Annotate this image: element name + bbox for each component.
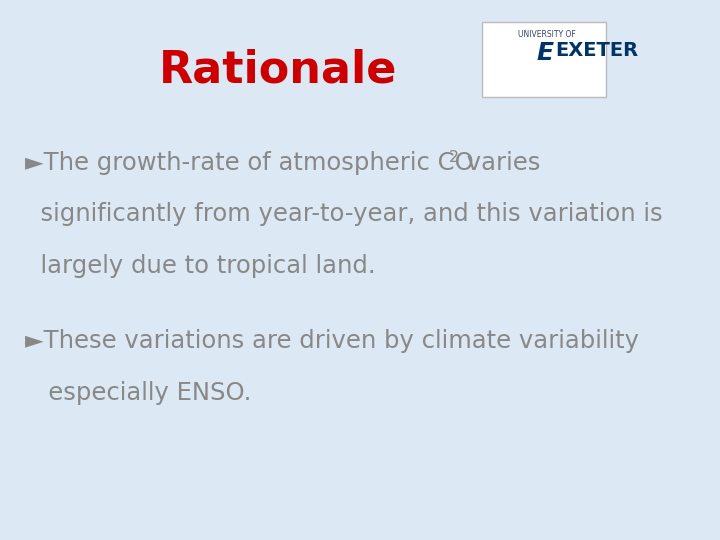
Text: largely due to tropical land.: largely due to tropical land. [24, 254, 375, 278]
Text: EXETER: EXETER [555, 40, 638, 59]
Text: E: E [536, 40, 554, 64]
Text: ►These variations are driven by climate variability: ►These variations are driven by climate … [24, 329, 639, 353]
Text: ►The growth-rate of atmospheric CO: ►The growth-rate of atmospheric CO [24, 151, 474, 175]
Text: especially ENSO.: especially ENSO. [24, 381, 251, 404]
Text: Rationale: Rationale [159, 49, 397, 92]
Text: varies: varies [459, 151, 541, 175]
Text: 2: 2 [449, 150, 459, 165]
Text: UNIVERSITY OF: UNIVERSITY OF [518, 30, 576, 39]
FancyBboxPatch shape [482, 22, 606, 97]
Text: significantly from year-to-year, and this variation is: significantly from year-to-year, and thi… [24, 202, 662, 226]
